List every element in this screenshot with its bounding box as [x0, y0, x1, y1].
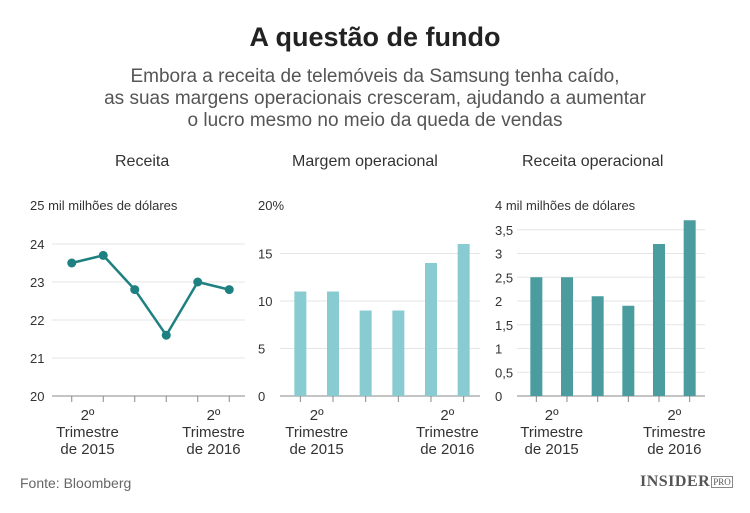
chart-1-title: Receita [115, 153, 170, 170]
chart-1-x-label: de 2016 [186, 441, 240, 458]
subtitle-line-3: o lucro mesmo no meio da queda de vendas [187, 110, 563, 131]
chart-2-title: Margem operacional [292, 153, 438, 170]
chart-2-x-label: Trimestre [416, 424, 479, 441]
chart-2-unit-label: 20% [258, 198, 284, 213]
chart-3-y-tick-label: 0,5 [495, 365, 513, 380]
chart-3-x-label: Trimestre [520, 424, 583, 441]
chart-3-y-tick-label: 1,5 [495, 318, 513, 333]
chart-2-x-label: 2º [310, 407, 324, 424]
chart-3-unit-label: 4 mil milhões de dólares [495, 198, 636, 213]
chart-3-y-tick-label: 3 [495, 247, 502, 262]
insider-pro-logo: INSIDER PRO [640, 473, 733, 490]
chart-3-y-tick-label: 0 [495, 389, 502, 404]
chart-1-point [98, 250, 108, 260]
chart-1-point [161, 330, 171, 340]
subtitle-line-2: as suas margens operacionais cresceram, … [104, 88, 646, 109]
chart-3-bar [653, 244, 665, 396]
chart-3-y-tick-label: 1 [495, 342, 502, 357]
chart-2-bar [425, 263, 437, 396]
chart-3-x-label: de 2015 [525, 441, 579, 458]
page-title: A questão de fundo [249, 22, 501, 52]
chart-1-x-label: Trimestre [56, 424, 119, 441]
chart-1-unit-label: 25 mil milhões de dólares [30, 198, 178, 213]
chart-3-bar [591, 296, 604, 396]
chart-3-x-label: de 2016 [647, 441, 701, 458]
source-note: Fonte: Bloomberg [20, 475, 132, 491]
subtitle: Embora a receita de telemóveis da Samsun… [0, 66, 750, 132]
chart-2-x-label: 2º [440, 407, 454, 424]
chart-3-y-tick-label: 2,5 [495, 270, 513, 285]
subtitle-line-1: Embora a receita de telemóveis da Samsun… [130, 66, 620, 87]
chart-3-bar [622, 305, 635, 396]
chart-3-title: Receita operacional [522, 153, 664, 170]
chart-1-y-tick-label: 24 [30, 237, 44, 252]
chart-2-y-tick-label: 10 [258, 294, 272, 309]
chart-2-bar [457, 244, 470, 396]
chart-2-y-tick-label: 0 [258, 389, 265, 404]
chart-1-series-line [71, 254, 230, 337]
chart-1-point [130, 285, 140, 295]
chart-2-bar [294, 291, 307, 396]
chart-3-bar [683, 220, 696, 396]
chart-2-bar [359, 310, 372, 396]
chart-1-x-label: Trimestre [182, 424, 245, 441]
chart-3-bar [530, 277, 543, 396]
chart-1-x-label: de 2015 [60, 441, 114, 458]
chart-1-point [193, 277, 203, 287]
chart-3-y-tick-label: 3,5 [495, 223, 513, 238]
chart-3-x-label: Trimestre [643, 424, 706, 441]
chart-1-y-tick-label: 22 [30, 313, 44, 328]
chart-2-x-label: Trimestre [285, 424, 348, 441]
chart-1-point [224, 285, 234, 295]
chart-2-y-tick-label: 5 [258, 342, 265, 357]
chart-1-point [67, 258, 77, 268]
chart-2-bar [392, 310, 405, 396]
chart-1-x-label: 2º [81, 407, 95, 424]
chart-3-bar [561, 277, 573, 396]
chart-2-bar [327, 291, 339, 396]
chart-1-y-tick-label: 23 [30, 275, 44, 290]
chart-1-y-tick-label: 21 [30, 351, 44, 366]
chart-2-x-label: de 2015 [290, 441, 344, 458]
chart-1-x-label: 2º [207, 407, 221, 424]
chart-1-y-tick-label: 20 [30, 389, 44, 404]
chart-2-y-tick-label: 15 [258, 247, 272, 262]
chart-3-x-label: 2º [545, 407, 559, 424]
chart-2-x-label: de 2016 [420, 441, 474, 458]
chart-3-x-label: 2º [667, 407, 681, 424]
chart-3-y-tick-label: 2 [495, 294, 502, 309]
